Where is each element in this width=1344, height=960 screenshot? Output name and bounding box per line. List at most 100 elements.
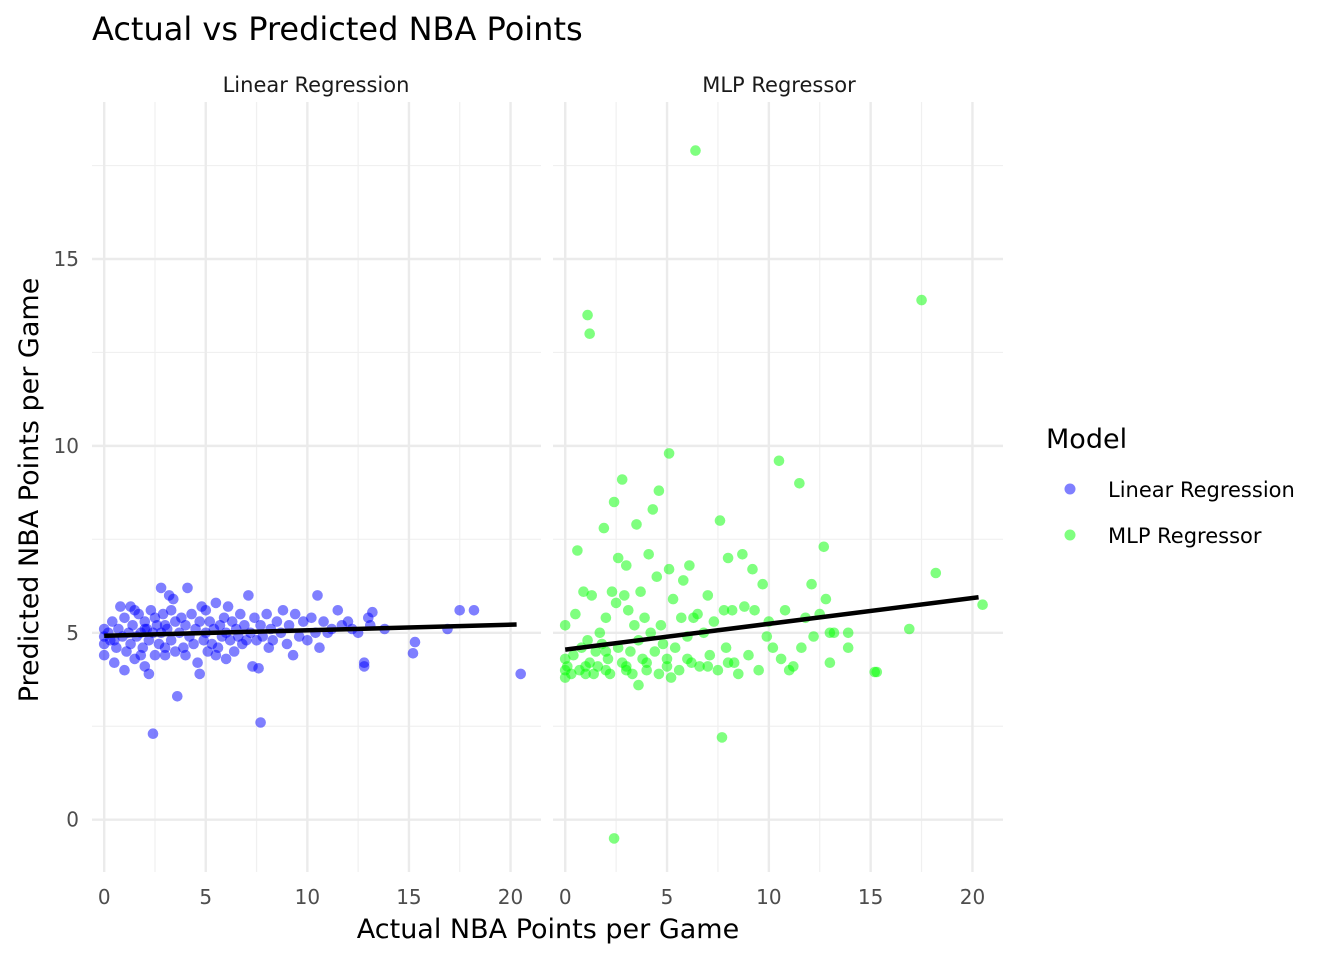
y-tick-label: 0 <box>66 808 79 832</box>
data-point <box>200 605 212 616</box>
data-point <box>98 649 110 661</box>
data-point <box>155 582 167 594</box>
data-point <box>743 649 754 661</box>
data-point <box>657 638 669 650</box>
x-tick-label: 0 <box>98 885 111 909</box>
x-tick-label: 20 <box>498 885 523 909</box>
data-point <box>708 616 720 627</box>
data-point <box>257 631 269 642</box>
data-point <box>619 590 630 601</box>
data-point <box>566 668 577 680</box>
data-point <box>161 623 173 635</box>
data-point <box>165 635 177 646</box>
data-point <box>625 646 636 657</box>
data-point <box>673 664 685 676</box>
data-point <box>192 657 203 668</box>
data-point <box>235 608 246 620</box>
data-point <box>182 582 193 594</box>
data-point <box>608 496 620 508</box>
data-point <box>119 664 130 676</box>
data-point <box>653 485 665 497</box>
data-point <box>645 627 656 639</box>
data-point <box>704 649 716 661</box>
data-point <box>722 552 734 564</box>
data-point <box>612 552 624 564</box>
data-point <box>610 597 622 609</box>
legend: Model Linear Regression MLP Regressor <box>1046 424 1295 548</box>
data-point <box>828 627 840 639</box>
chart-title: Actual vs Predicted NBA Points <box>92 10 583 48</box>
data-point <box>582 635 593 646</box>
data-point <box>186 608 197 620</box>
data-point <box>568 649 579 661</box>
data-point <box>753 664 764 676</box>
data-point <box>641 657 652 668</box>
panel-linear-regression <box>92 102 541 872</box>
data-point <box>676 612 687 624</box>
x-tick-label: 10 <box>295 885 320 909</box>
data-point <box>159 649 171 661</box>
data-point <box>930 567 942 579</box>
data-point <box>222 601 234 612</box>
data-point <box>468 605 480 616</box>
x-tick-label: 15 <box>858 885 883 909</box>
x-tick-label: 5 <box>661 885 674 909</box>
data-point <box>578 586 589 597</box>
legend-title: Model <box>1046 424 1127 455</box>
data-point <box>149 649 161 661</box>
x-axis-label: Actual NBA Points per Game <box>357 914 739 945</box>
data-point <box>649 646 661 657</box>
data-point <box>143 668 155 680</box>
data-point <box>239 620 250 631</box>
data-point <box>629 620 640 631</box>
data-point <box>570 608 581 620</box>
data-point <box>808 631 819 642</box>
data-point <box>653 668 665 680</box>
data-point <box>726 605 738 616</box>
data-point <box>271 616 283 627</box>
data-point <box>661 661 673 672</box>
trend-line <box>564 595 979 652</box>
trend-line <box>104 622 517 639</box>
x-tick-label: 20 <box>960 885 985 909</box>
data-point <box>631 519 642 530</box>
data-point <box>669 642 681 653</box>
data-point <box>180 649 191 661</box>
data-point <box>277 605 289 616</box>
data-point <box>580 668 591 680</box>
data-point <box>586 590 597 601</box>
data-point <box>281 638 293 650</box>
data-point <box>639 612 650 624</box>
data-point <box>635 586 646 597</box>
data-point <box>667 593 679 605</box>
data-point <box>747 563 758 575</box>
x-tick-label: 5 <box>199 885 212 909</box>
data-point <box>194 616 205 627</box>
data-point <box>598 522 610 534</box>
data-point <box>218 612 230 624</box>
data-point <box>261 608 273 620</box>
data-point <box>293 631 305 642</box>
data-point <box>147 728 159 739</box>
data-point <box>194 668 205 680</box>
data-point <box>663 448 675 459</box>
data-point <box>739 601 750 612</box>
data-point <box>119 612 130 624</box>
data-point <box>129 605 140 616</box>
data-point <box>684 560 695 571</box>
data-point <box>871 666 883 678</box>
data-point <box>716 732 728 743</box>
data-point <box>749 605 760 616</box>
data-point <box>702 661 714 672</box>
data-point <box>690 145 701 156</box>
data-point <box>779 605 791 616</box>
data-point <box>267 635 279 646</box>
data-point <box>641 664 652 676</box>
data-point <box>188 638 199 650</box>
data-point <box>127 620 138 631</box>
data-point <box>306 612 317 624</box>
data-point <box>582 309 593 321</box>
y-tick-label: 15 <box>54 247 79 271</box>
data-point <box>682 653 693 665</box>
